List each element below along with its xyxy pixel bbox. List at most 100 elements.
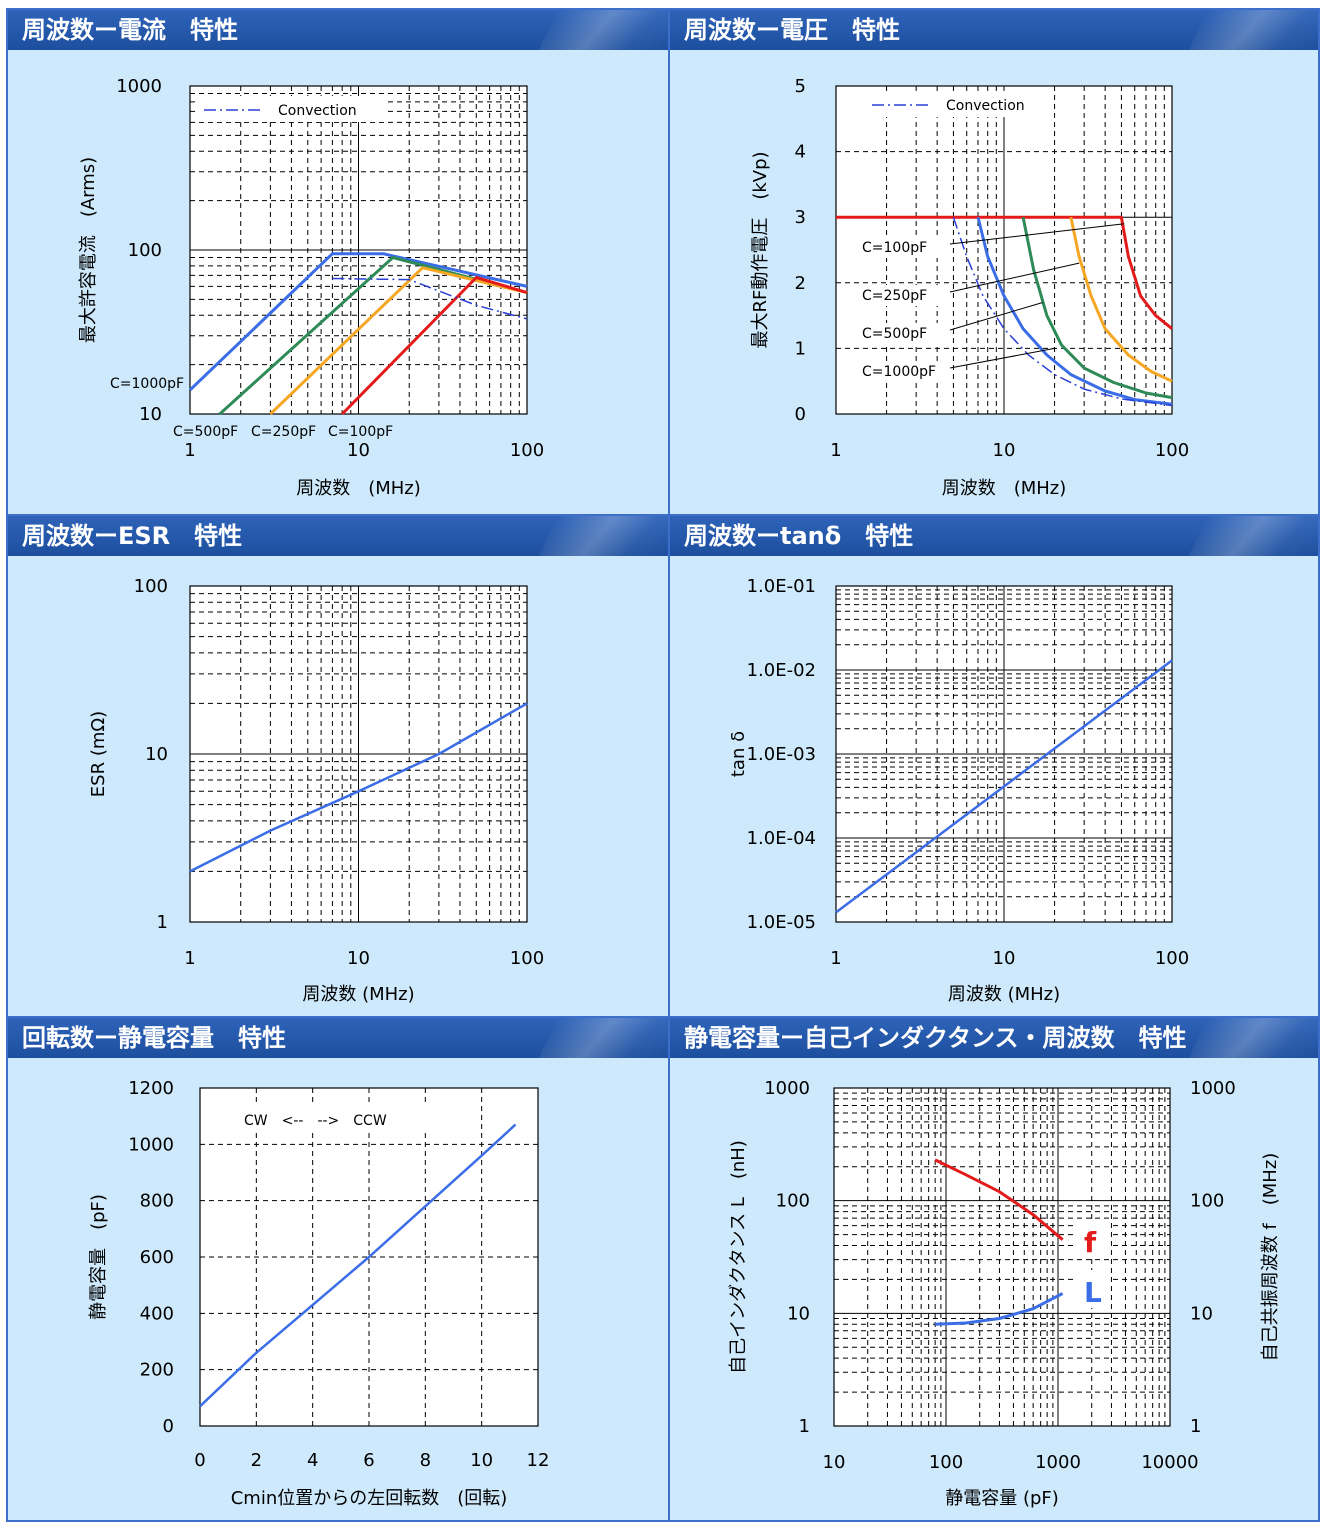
x-axis-label: 静電容量 (pF)	[945, 1488, 1059, 1509]
annotation-label: C=500pF	[862, 326, 927, 342]
y-axis-label: 静電容量 (pF)	[88, 1194, 109, 1320]
x-tick-label: 1000	[1035, 1452, 1081, 1473]
plot-frame	[833, 1087, 1171, 1427]
y2-tick-label: 1000	[1190, 1078, 1236, 1099]
y-tick-label: 10	[139, 404, 162, 425]
legend-label: Convection	[278, 103, 357, 119]
x-tick-label: 10	[347, 440, 370, 461]
legend-label: Convection	[946, 98, 1025, 114]
chart-voltage: Convection C=100pF C=250pF C=500pF C=1000pF 1…	[750, 76, 1189, 499]
y-tick-label: 1	[157, 912, 168, 933]
legend-box	[864, 91, 1054, 117]
panel-header: 周波数ー電圧 特性	[670, 10, 1318, 50]
panel-header: 静電容量ー自己インダクタンス・周波数 特性	[670, 1018, 1318, 1058]
series-line	[836, 215, 1173, 330]
annotation-label: C=1000pF	[862, 364, 936, 380]
panel-current-frequency: 周波数ー電流 特性 Convection C=1000pF C=500pF C=250…	[6, 8, 670, 516]
y-tick-label: 1000	[128, 1134, 174, 1155]
y-tick-label: 4	[795, 142, 806, 163]
chart-capacitance: CW <-- --> CCW 0 2 4 6 8 10 12 0 200 400 600 800 1000…	[88, 1078, 550, 1509]
x-tick-label: 10	[993, 948, 1016, 969]
y-tick-label: 1000	[116, 76, 162, 97]
x-axis-label: 周波数 (MHz)	[948, 984, 1060, 1005]
series-line	[188, 252, 528, 392]
y-tick-label: 3	[795, 207, 806, 228]
plot-area	[834, 1088, 1170, 1426]
panel-title: 回転数ー静電容量 特性	[22, 1024, 286, 1052]
x-tick-label: 10	[993, 440, 1016, 461]
annotation-label: C=250pF	[862, 288, 927, 304]
series-label-bg	[1076, 1220, 1110, 1258]
y-axis-label: 自己インダクタンス L (nH)	[728, 1140, 749, 1374]
y2-tick-label: 10	[1190, 1303, 1213, 1324]
panel-title: 周波数ー電圧 特性	[684, 16, 900, 44]
series-line	[189, 702, 528, 873]
y-tick-label: 10	[145, 744, 168, 765]
panel-title: 周波数ー電流 特性	[22, 16, 238, 44]
panel-header: 周波数ーESR 特性	[8, 516, 668, 556]
x-tick-label: 10000	[1141, 1452, 1198, 1473]
x-tick-label: 100	[1155, 948, 1189, 969]
x-tick-label: 10	[823, 1452, 846, 1473]
y-tick-label: 0	[795, 404, 806, 425]
annotation-box	[858, 323, 938, 344]
plot-frame	[189, 585, 528, 923]
panel-header: 回転数ー静電容量 特性	[8, 1018, 668, 1058]
y-tick-label: 1000	[764, 1078, 810, 1099]
annotation-box	[858, 361, 938, 382]
x-tick-label: 10	[470, 1450, 493, 1471]
series-line-convection	[952, 216, 1173, 407]
panel-header: 周波数ー電流 特性	[8, 10, 668, 50]
panel-title: 周波数ーtanδ 特性	[684, 522, 914, 550]
y-axis-label: tan δ	[728, 731, 749, 777]
series-line	[835, 659, 1173, 914]
series-label: C=500pF	[173, 424, 238, 440]
x-tick-label: 6	[363, 1450, 374, 1471]
series-line	[341, 276, 528, 416]
x-axis-label: 周波数 (MHz)	[942, 478, 1067, 499]
panel-inductance-capacitance: 静電容量ー自己インダクタンス・周波数 特性 f L 10 100 1000 10000 1 1…	[668, 1016, 1320, 1522]
series-label: C=250pF	[251, 424, 316, 440]
x-tick-label: 100	[929, 1452, 963, 1473]
panel-title: 静電容量ー自己インダクタンス・周波数 特性	[684, 1024, 1187, 1052]
annotation-box	[858, 237, 938, 258]
series-line-l	[935, 1292, 1064, 1326]
y-tick-label: 800	[140, 1191, 174, 1212]
plot-frame	[199, 1087, 539, 1427]
series-line	[1069, 216, 1173, 383]
panel-voltage-frequency: 周波数ー電圧 特性 Convection C=100pF C=250pF C=500p…	[668, 8, 1320, 516]
series-label: C=100pF	[328, 424, 393, 440]
series-label-l: L	[1084, 1276, 1102, 1309]
y-tick-label: 100	[128, 240, 162, 261]
x-tick-label: 1	[184, 948, 195, 969]
legend-box	[232, 1106, 428, 1132]
plot-frame	[835, 585, 1173, 923]
x-tick-label: 12	[527, 1450, 550, 1471]
x-tick-label: 1	[184, 440, 195, 461]
x-tick-label: 100	[510, 440, 544, 461]
panel-header: 周波数ーtanδ 特性	[670, 516, 1318, 556]
legend-box	[196, 96, 386, 122]
chart-tandelta: 1 10 100 1.0E-05 1.0E-04 1.0E-03 1.0E-02 1.0E-0…	[728, 576, 1189, 1005]
panel-title: 周波数ーESR 特性	[22, 522, 243, 550]
y-tick-label: 100	[776, 1191, 810, 1212]
y-tick-label: 400	[140, 1303, 174, 1324]
series-line	[199, 1123, 517, 1408]
y-tick-label: 1200	[128, 1078, 174, 1099]
series-label: C=1000pF	[110, 376, 184, 392]
x-tick-label: 8	[420, 1450, 431, 1471]
y-tick-label: 0	[163, 1416, 174, 1437]
series-line-f	[934, 1158, 1064, 1241]
x-axis-label: Cmin位置からの左回転数 (回転)	[231, 1488, 508, 1509]
series-label-f: f	[1084, 1226, 1097, 1259]
x-tick-label: 2	[251, 1450, 262, 1471]
y-tick-label: 100	[134, 576, 168, 597]
x-tick-label: 1	[830, 948, 841, 969]
y-tick-label: 10	[787, 1303, 810, 1324]
y2-tick-label: 1	[1190, 1416, 1201, 1437]
x-tick-label: 10	[347, 948, 370, 969]
annotation-box	[858, 285, 938, 306]
series-label-bg	[1076, 1270, 1110, 1308]
series-line	[976, 216, 1173, 406]
